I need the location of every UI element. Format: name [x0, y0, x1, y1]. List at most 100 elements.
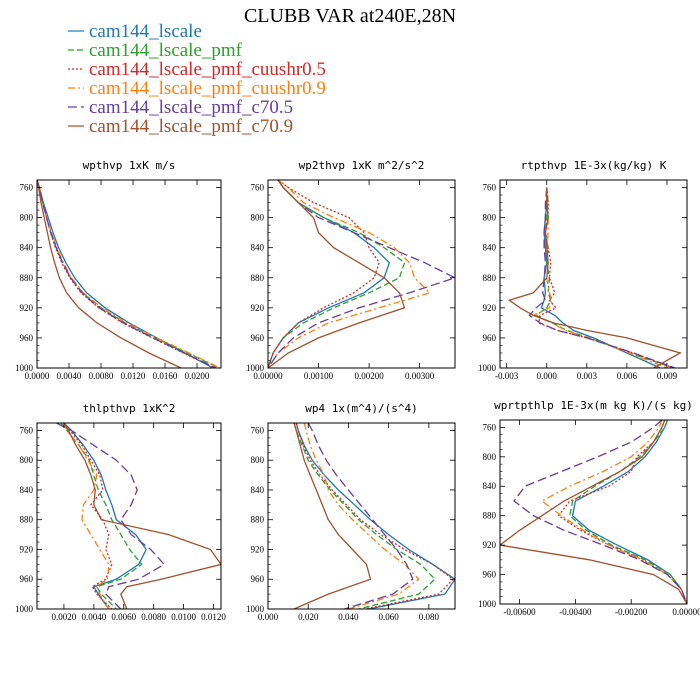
- y-tick-label: 920: [483, 303, 497, 313]
- y-tick-label: 960: [251, 333, 265, 343]
- y-tick-label: 760: [483, 422, 497, 432]
- y-tick-label: 800: [20, 213, 34, 223]
- legend-label: cam144_lscale_pmf_c70.9: [89, 116, 293, 137]
- series-line: [531, 187, 668, 368]
- series-line: [60, 423, 143, 609]
- x-tick-label: 0.060: [379, 612, 400, 622]
- y-tick-label: 920: [20, 544, 34, 554]
- legend-label: cam144_lscale: [89, 21, 202, 42]
- series-line: [528, 187, 676, 368]
- x-tick-label: 0.0160: [153, 371, 178, 381]
- plot-frame: [499, 179, 688, 369]
- x-tick-label: 0.0120: [201, 612, 226, 622]
- y-tick-label: 960: [251, 574, 265, 584]
- legend-label: cam144_lscale_pmf_cuushr0.9: [89, 78, 326, 99]
- x-tick-label: 0.00300: [405, 371, 435, 381]
- plot-frame: [267, 179, 456, 369]
- x-tick-label: 0.000: [537, 371, 558, 381]
- y-tick-label: 1000: [246, 604, 265, 614]
- x-tick-label: 0.0060: [111, 612, 136, 622]
- series-line: [268, 180, 391, 368]
- x-tick-label: -0.00600: [503, 607, 536, 617]
- x-tick-label: 0.080: [419, 612, 440, 622]
- y-tick-label: 800: [20, 455, 34, 465]
- panel-title: wp2thvp 1xK m^2/s^2: [299, 159, 425, 172]
- series-line: [37, 180, 220, 368]
- series-line: [295, 423, 454, 609]
- y-tick-label: 840: [251, 243, 265, 253]
- y-tick-label: 1000: [478, 599, 497, 609]
- y-tick-label: 840: [483, 481, 497, 491]
- x-tick-label: -0.003: [495, 371, 519, 381]
- y-tick-label: 760: [483, 183, 497, 193]
- series-line: [540, 187, 661, 368]
- x-tick-label: 0.003: [577, 371, 598, 381]
- y-tick-label: 960: [483, 570, 497, 580]
- series-line: [268, 180, 380, 368]
- x-tick-label: 0.00000: [672, 607, 700, 617]
- panel-2: wp2thvp 1xK m^2/s^2 760 800 840 880 920 960 100…: [246, 159, 456, 381]
- series-line: [293, 423, 372, 609]
- x-tick-label: -0.00200: [615, 607, 648, 617]
- figure-title: CLUBB VAR at240E,28N: [244, 5, 456, 27]
- y-tick-label: 1000: [478, 363, 497, 373]
- panel-1: wpthvp 1xK m/s76080084088092096010000.00…: [15, 159, 222, 381]
- plot-frame: [36, 179, 222, 369]
- y-tick-label: 1000: [246, 363, 265, 373]
- x-tick-label: 0.006: [617, 371, 638, 381]
- y-tick-label: 840: [251, 485, 265, 495]
- y-tick-label: 880: [251, 273, 265, 283]
- y-tick-label: 800: [251, 455, 265, 465]
- x-tick-label: 0.0080: [141, 612, 166, 622]
- panels: wpthvp 1xK m/s76080084088092096010000.00…: [15, 159, 700, 622]
- panel-title: wpthvp 1xK m/s: [83, 159, 176, 172]
- x-tick-label: 0.020: [298, 612, 319, 622]
- series-line: [303, 423, 420, 609]
- y-tick-label: 880: [20, 273, 34, 283]
- y-tick-label: 880: [483, 273, 497, 283]
- y-tick-label: 1000: [15, 604, 34, 614]
- series-line: [63, 423, 110, 609]
- panel-title: wp4 1x(m^4)/(s^4): [305, 402, 418, 415]
- y-tick-label: 880: [251, 515, 265, 525]
- x-tick-label: 0.0000: [25, 371, 50, 381]
- y-tick-label: 960: [483, 333, 497, 343]
- x-tick-label: 0.009: [657, 371, 678, 381]
- series-line: [268, 180, 406, 368]
- plot-frame: [267, 422, 456, 610]
- x-tick-label: 0.0200: [185, 371, 210, 381]
- series-line: [513, 420, 687, 604]
- x-tick-label: 0.0020: [52, 612, 77, 622]
- series-line: [540, 420, 687, 604]
- panel-5: wp4 1x(m^4)/(s^4)76080084088092096010000…: [246, 402, 456, 622]
- x-tick-label: 0.0040: [81, 612, 106, 622]
- series-line: [537, 187, 674, 368]
- panel-3: rtpthvp 1E-3x(kg/kg) K 760 800 840 880 920 960…: [478, 159, 688, 381]
- series-line: [37, 180, 217, 368]
- panel-6: wprtpthlp 1E-3x(m kg K)/(s kg) 760 800 840 8…: [478, 399, 700, 617]
- x-tick-label: 0.0100: [171, 612, 196, 622]
- y-tick-label: 760: [20, 183, 34, 193]
- y-tick-label: 880: [483, 511, 497, 521]
- y-tick-label: 840: [483, 243, 497, 253]
- x-tick-label: 0.0120: [121, 371, 146, 381]
- legend-label: cam144_lscale_pmf: [89, 40, 243, 61]
- y-tick-label: 840: [20, 243, 34, 253]
- x-tick-label: 0.000: [258, 612, 279, 622]
- panel-title: thlpthvp 1xK^2: [83, 402, 176, 415]
- series-line: [37, 180, 221, 368]
- series-line: [295, 423, 455, 609]
- panel-4: thlpthvp 1xK^2 760 800 840 880 920 960 1000 0.00…: [15, 402, 226, 622]
- legend-label: cam144_lscale_pmf_c70.5: [89, 97, 293, 118]
- series-line: [557, 420, 687, 604]
- y-tick-label: 920: [483, 540, 497, 550]
- y-tick-label: 960: [20, 574, 34, 584]
- y-tick-label: 760: [251, 183, 265, 193]
- series-line: [507, 187, 682, 368]
- y-tick-label: 800: [483, 213, 497, 223]
- series-line: [500, 420, 687, 604]
- series-line: [56, 423, 166, 609]
- y-tick-label: 880: [20, 515, 34, 525]
- y-tick-label: 760: [20, 425, 34, 435]
